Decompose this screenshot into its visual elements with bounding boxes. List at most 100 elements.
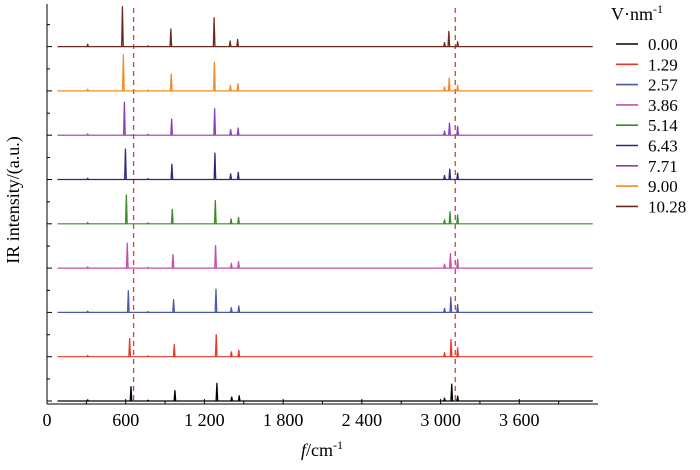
peak-0.00-310 xyxy=(86,399,89,402)
series-7.71 xyxy=(57,101,593,136)
peak-1.29-1462 xyxy=(237,349,241,357)
peak-5.14-1283 xyxy=(213,199,217,224)
peak-3.86-310 xyxy=(86,266,89,269)
peak-9.00-947 xyxy=(169,73,173,91)
legend-item-9.00: 9.00 xyxy=(616,177,678,196)
legend-item-10.28: 10.28 xyxy=(616,197,686,216)
x-tick-label: 1 800 xyxy=(263,410,304,430)
peak-9.00-1276 xyxy=(212,61,216,91)
peak-7.71-770 xyxy=(146,133,150,136)
series-1.29 xyxy=(57,334,593,358)
legend-title-main: V·nm xyxy=(611,4,653,24)
peak-6.43-3030 xyxy=(443,174,446,180)
peak-6.43-3130 xyxy=(456,172,460,180)
x-axis-label-unit: /cm xyxy=(306,440,333,460)
series-0.00 xyxy=(57,382,593,402)
peak-0.00-975 xyxy=(173,389,177,402)
peak-3.86-612 xyxy=(125,242,129,269)
peak-0.00-640 xyxy=(129,385,133,402)
series-5.14 xyxy=(57,194,593,225)
legend-label: 0.00 xyxy=(648,35,678,54)
legend: V·nm-1 0.001.29 2.573.865.14 6.437.719.0010… xyxy=(611,2,686,216)
peak-10.28-944 xyxy=(169,28,173,47)
peak-1.29-630 xyxy=(128,338,132,357)
peak-9.00-310 xyxy=(86,88,90,92)
peak-2.57-1462 xyxy=(237,305,241,313)
peak-2.57-3030 xyxy=(443,307,446,313)
peak-2.57-965 xyxy=(172,298,176,313)
legend-label: 9.00 xyxy=(648,177,678,196)
peak-9.00-3066 xyxy=(447,77,451,91)
peak-5.14-3030 xyxy=(443,219,446,224)
peak-5.14-1403 xyxy=(229,218,233,224)
peak-0.00-1465 xyxy=(237,395,241,402)
series-2.57 xyxy=(57,288,593,313)
peak-10.28-1453 xyxy=(236,38,240,47)
y-axis-label: IR intensity/(a.u.) xyxy=(3,136,24,263)
peak-10.28-3130 xyxy=(456,41,460,47)
peak-2.57-310 xyxy=(86,310,89,313)
series-9.00 xyxy=(57,54,593,92)
x-tick-label: 600 xyxy=(112,410,139,430)
peak-6.43-952 xyxy=(170,163,174,180)
peak-1.29-3080 xyxy=(449,338,453,357)
x-axis-label: f/cm-1 xyxy=(301,438,343,460)
peak-0.00-1295 xyxy=(215,382,219,402)
peak-10.28-1396 xyxy=(228,40,232,47)
peak-7.71-1457 xyxy=(236,127,240,136)
series-10.28 xyxy=(57,5,593,48)
peak-3.86-1405 xyxy=(229,262,233,269)
peak-7.71-3030 xyxy=(443,130,446,136)
x-tick-label: 2 400 xyxy=(342,410,383,430)
x-tick-label: 0 xyxy=(43,410,52,430)
peak-2.57-770 xyxy=(146,310,150,313)
peak-9.00-1398 xyxy=(228,84,232,91)
peak-6.43-1280 xyxy=(213,152,217,180)
peak-5.14-310 xyxy=(86,221,89,225)
peak-7.71-1400 xyxy=(229,128,233,136)
legend-item-5.14: 5.14 xyxy=(616,116,678,135)
peak-10.28-3063 xyxy=(447,30,451,47)
peak-9.00-770 xyxy=(146,89,150,92)
peak-5.14-1460 xyxy=(237,216,240,224)
peak-3.86-1460 xyxy=(237,261,240,269)
peak-5.14-605 xyxy=(124,194,128,224)
peak-2.57-1405 xyxy=(229,306,233,313)
peak-6.43-3070 xyxy=(448,168,452,180)
peak-10.28-1274 xyxy=(212,17,216,47)
legend-item-6.43: 6.43 xyxy=(616,137,678,156)
peak-7.71-950 xyxy=(170,118,174,136)
peak-5.14-955 xyxy=(170,208,174,224)
peak-9.00-1455 xyxy=(236,83,240,91)
peak-6.43-1458 xyxy=(236,171,240,180)
peak-0.00-3130 xyxy=(456,395,460,402)
legend-item-2.57: 2.57 xyxy=(616,76,678,95)
peak-9.00-3030 xyxy=(443,86,446,92)
peak-5.14-3072 xyxy=(448,211,452,224)
peak-2.57-1288 xyxy=(214,288,218,313)
peak-3.86-3075 xyxy=(448,253,452,269)
peak-2.57-620 xyxy=(126,290,130,313)
legend-item-1.29: 1.29 xyxy=(616,55,678,74)
legend-item-0.00: 0.00 xyxy=(616,35,678,54)
series-6.43 xyxy=(57,148,593,181)
peak-10.28-3030 xyxy=(443,41,446,47)
peak-9.00-582 xyxy=(121,54,125,91)
legend-item-7.71: 7.71 xyxy=(616,157,678,176)
peak-7.71-590 xyxy=(122,101,126,136)
series-3.86 xyxy=(57,242,593,269)
x-axis-label-symbol: f xyxy=(301,440,309,460)
peak-3.86-960 xyxy=(171,253,175,269)
peak-1.29-3130 xyxy=(456,347,460,357)
peak-3.86-1285 xyxy=(214,245,218,269)
peak-0.00-3030 xyxy=(443,397,446,402)
peak-6.43-770 xyxy=(146,178,150,180)
peak-7.71-3068 xyxy=(448,122,451,136)
peak-2.57-3130 xyxy=(456,303,460,313)
peak-7.71-310 xyxy=(86,133,89,136)
peak-0.00-1408 xyxy=(230,396,234,402)
peak-5.14-3130 xyxy=(456,214,460,224)
spectra-series-group xyxy=(57,5,593,402)
legend-label: 6.43 xyxy=(648,137,678,156)
